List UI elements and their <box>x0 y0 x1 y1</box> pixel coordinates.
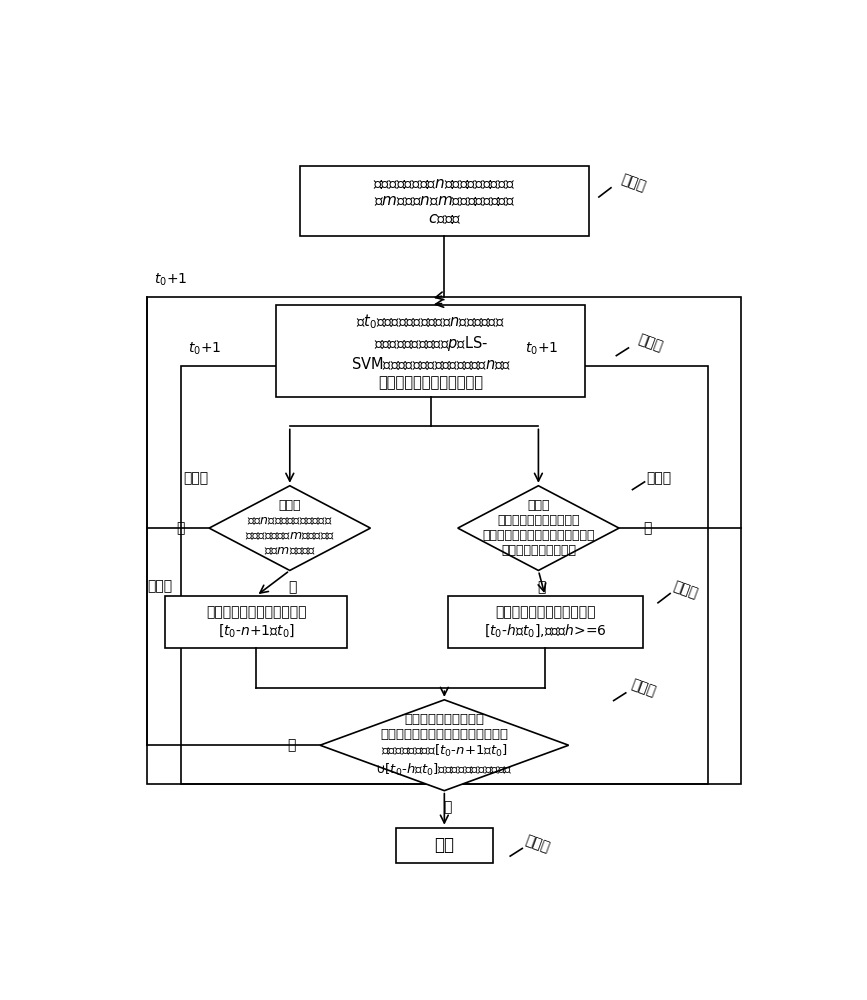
Text: 步骤六: 步骤六 <box>671 579 700 601</box>
Text: 步骤八: 步骤八 <box>524 833 552 855</box>
Text: 设定时间序列长度$n$和最小异常点出现个
数$m$，并且$n$和$m$的设定满足置信度
$c$的限制: 设定时间序列长度$n$和最小异常点出现个 数$m$，并且$n$和$m$的设定满足… <box>374 176 515 226</box>
Text: 从$t_0$时刻起对时间序列长度$n$内的数据进行
点异常检测置信概率为$p$的LS-
SVM点异常检测，获得时间序列长度$n$内的
残差和数据的异常点的个数: 从$t_0$时刻起对时间序列长度$n$内的数据进行 点异常检测置信概率为$p$的… <box>350 312 512 390</box>
Text: 判断长
度为$n$的时间序列中异常点的
个数是否为至少$m$个异常点，
即，$m$为正整数: 判断长 度为$n$的时间序列中异常点的 个数是否为至少$m$个异常点， 即，$m… <box>244 499 335 557</box>
Text: 步骤二: 步骤二 <box>636 332 664 354</box>
Bar <box>147 297 741 784</box>
Text: 是: 是 <box>443 801 451 815</box>
Text: 否: 否 <box>177 521 186 535</box>
Bar <box>166 596 347 648</box>
Text: 异常数据存在的时间范围为
[$t_0$-$h$，$t_0$],其中，$h$>=6: 异常数据存在的时间范围为 [$t_0$-$h$，$t_0$],其中，$h$>=6 <box>484 605 607 639</box>
Text: 判断是
否有从当前时刻起以及相
连的至少前六时刻的预测残差出现
持续上升或者持续下降: 判断是 否有从当前时刻起以及相 连的至少前六时刻的预测残差出现 持续上升或者持续… <box>482 499 595 557</box>
Text: 是: 是 <box>537 580 545 594</box>
Text: $t_0$+1: $t_0$+1 <box>154 271 187 288</box>
Text: 否: 否 <box>288 738 296 752</box>
Polygon shape <box>209 486 370 570</box>
Text: 是: 是 <box>289 580 297 594</box>
Bar <box>300 166 589 235</box>
Text: 步骤七: 步骤七 <box>629 677 657 699</box>
Text: 步骤四: 步骤四 <box>147 579 173 593</box>
Text: 步骤三: 步骤三 <box>184 471 209 485</box>
Bar <box>277 305 585 397</box>
Text: 步骤五: 步骤五 <box>646 471 671 485</box>
Text: $t_0$+1: $t_0$+1 <box>187 341 221 357</box>
Text: $t_0$+1: $t_0$+1 <box>525 341 558 357</box>
Text: 否: 否 <box>643 521 651 535</box>
Text: 异常数据存在的时间范围为
[$t_0$-$n$+1，$t_0$]: 异常数据存在的时间范围为 [$t_0$-$n$+1，$t_0$] <box>206 605 306 639</box>
Bar <box>181 366 707 784</box>
Bar <box>447 596 642 648</box>
Text: 结束: 结束 <box>434 836 454 854</box>
Text: 将获得异常数据存在的
时间位置取并集，确定数据异常片段
存在的时间范围为[$t_0$-$n$+1，$t_0$]
∪[$t_0$-$h$，$t_0$]，判断是否全: 将获得异常数据存在的 时间位置取并集，确定数据异常片段 存在的时间范围为[$t_… <box>375 713 513 778</box>
Polygon shape <box>320 700 569 791</box>
Text: 步骤一: 步骤一 <box>619 172 648 194</box>
Bar <box>395 828 493 863</box>
Polygon shape <box>458 486 619 570</box>
